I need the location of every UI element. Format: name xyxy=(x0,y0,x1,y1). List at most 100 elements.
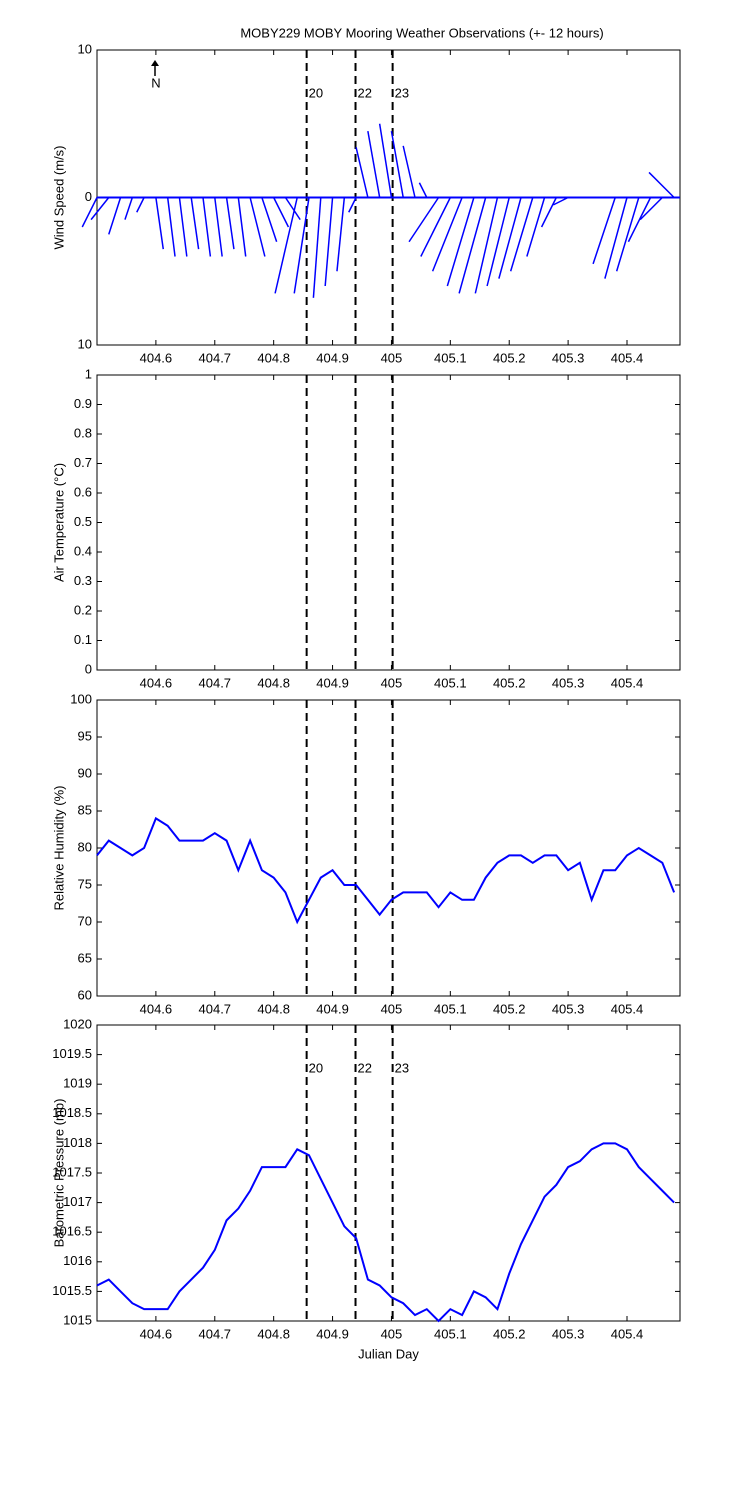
wind-stick xyxy=(418,182,428,198)
y-tick-label: 1017 xyxy=(63,1194,92,1209)
x-tick-label: 404.6 xyxy=(140,350,173,365)
y-tick-label: 1016 xyxy=(63,1253,92,1268)
x-tick-label: 404.6 xyxy=(140,1326,173,1341)
y-axis-label: Relative Humidity (%) xyxy=(51,786,66,911)
wind-stick xyxy=(166,197,176,257)
wind-stick xyxy=(604,197,628,279)
wind-stick xyxy=(348,197,357,213)
x-tick-label: 404.6 xyxy=(140,675,173,690)
y-tick-label: 1 xyxy=(85,366,92,381)
y-tick-label: 85 xyxy=(78,802,92,817)
north-label: N xyxy=(151,75,160,90)
wind-stick xyxy=(261,197,278,242)
y-tick-label: 0.2 xyxy=(74,602,92,617)
event-label: 22 xyxy=(358,85,372,100)
y-axis-label: Barometric Pressure (mb) xyxy=(51,1099,66,1248)
y-tick-label: 0.3 xyxy=(74,573,92,588)
wind-stick xyxy=(202,197,212,257)
wind-stick xyxy=(627,197,652,243)
wind-stick xyxy=(378,123,393,198)
x-tick-label: 405.4 xyxy=(611,675,644,690)
wind-stick xyxy=(336,197,346,272)
data-line xyxy=(96,816,676,925)
y-tick-label: 1019 xyxy=(63,1076,92,1091)
x-tick-label: 405 xyxy=(381,675,403,690)
y-tick-label: 1018 xyxy=(63,1135,92,1150)
x-tick-label: 404.8 xyxy=(257,675,290,690)
wind-stick xyxy=(81,197,98,228)
wind-stick xyxy=(486,197,510,287)
wind-stick xyxy=(324,197,334,287)
wind-stick xyxy=(526,197,546,257)
wind-stick xyxy=(355,147,369,198)
x-tick-label: 404.9 xyxy=(316,350,349,365)
north-arrow-head xyxy=(151,60,159,66)
y-tick-label: 70 xyxy=(78,913,92,928)
wind-stick xyxy=(272,197,290,228)
wind-stick xyxy=(90,197,110,221)
x-tick-label: 405.2 xyxy=(493,1001,526,1016)
x-tick-label: 405.1 xyxy=(434,1001,467,1016)
y-tick-label: 0.6 xyxy=(74,484,92,499)
x-tick-label: 404.8 xyxy=(257,1326,290,1341)
wind-stick xyxy=(639,196,663,221)
wind-stick xyxy=(124,197,134,220)
x-tick-label: 404.7 xyxy=(199,675,232,690)
y-tick-label: 1017.5 xyxy=(52,1164,92,1179)
y-tick-label: 0.9 xyxy=(74,396,92,411)
y-tick-label: 100 xyxy=(70,691,92,706)
wind-stick xyxy=(225,197,235,250)
x-tick-label: 404.7 xyxy=(199,1326,232,1341)
y-tick-label: 1016.5 xyxy=(52,1224,92,1239)
y-tick-label: 0.7 xyxy=(74,455,92,470)
wind-stick xyxy=(284,197,301,221)
wind-stick xyxy=(509,197,534,272)
x-tick-label: 405 xyxy=(381,1326,403,1341)
x-tick-label: 405.3 xyxy=(552,1326,585,1341)
x-tick-label: 405 xyxy=(381,350,403,365)
y-tick-label: 1020 xyxy=(63,1016,92,1031)
y-tick-label: 75 xyxy=(78,876,92,891)
y-tick-label: 10 xyxy=(78,41,92,56)
wind-stick xyxy=(274,197,298,294)
event-label: 20 xyxy=(309,1060,323,1075)
y-tick-label: 90 xyxy=(78,765,92,780)
y-tick-label: 0.4 xyxy=(74,543,92,558)
wind-stick xyxy=(190,197,200,250)
wind-stick xyxy=(474,197,499,294)
wind-stick xyxy=(249,197,266,257)
y-tick-label: 0 xyxy=(85,189,92,204)
wind-stick xyxy=(498,197,522,279)
wind-stick xyxy=(214,197,223,257)
x-tick-label: 405.2 xyxy=(493,1326,526,1341)
event-label: 22 xyxy=(358,1060,372,1075)
wind-stick xyxy=(408,197,440,243)
y-tick-label: 0.1 xyxy=(74,632,92,647)
x-tick-label: 405.2 xyxy=(493,675,526,690)
x-tick-label: 405.2 xyxy=(493,350,526,365)
x-tick-label: 405.3 xyxy=(552,675,585,690)
x-tick-label: 405.1 xyxy=(434,675,467,690)
y-tick-label: 0.8 xyxy=(74,425,92,440)
wind-stick xyxy=(553,196,569,206)
x-tick-label: 405.3 xyxy=(552,350,585,365)
wind-stick xyxy=(293,197,310,294)
wind-stick xyxy=(446,197,475,287)
y-tick-label: 1019.5 xyxy=(52,1046,92,1061)
y-tick-label: 95 xyxy=(78,728,92,743)
x-tick-label: 405 xyxy=(381,1001,403,1016)
wind-stick xyxy=(648,171,675,199)
y-tick-label: 80 xyxy=(78,839,92,854)
wind-stick xyxy=(615,197,640,272)
y-tick-label: 0.5 xyxy=(74,514,92,529)
y-tick-label: 0 xyxy=(85,661,92,676)
x-tick-label: 405.4 xyxy=(611,350,644,365)
y-tick-label: 1018.5 xyxy=(52,1105,92,1120)
wind-stick xyxy=(390,130,404,198)
x-tick-label: 404.8 xyxy=(257,350,290,365)
wind-stick xyxy=(108,197,122,235)
x-tick-label: 404.7 xyxy=(199,350,232,365)
x-tick-label: 405.4 xyxy=(611,1001,644,1016)
